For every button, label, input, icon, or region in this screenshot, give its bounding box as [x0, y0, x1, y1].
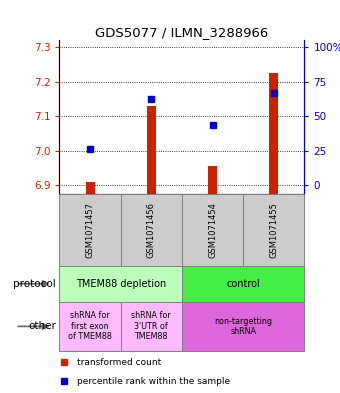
Bar [182, 302, 304, 351]
Bar [59, 302, 121, 351]
Text: other: other [28, 321, 56, 331]
Text: GSM1071456: GSM1071456 [147, 202, 156, 258]
Text: non-targetting
shRNA: non-targetting shRNA [214, 317, 272, 336]
Bar [243, 194, 304, 266]
Bar [269, 73, 278, 194]
Text: control: control [226, 279, 260, 289]
Bar [59, 194, 121, 266]
Text: percentile rank within the sample: percentile rank within the sample [76, 376, 230, 386]
Bar [59, 266, 182, 302]
Text: TMEM88 depletion: TMEM88 depletion [75, 279, 166, 289]
Bar [182, 194, 243, 266]
Text: GSM1071455: GSM1071455 [269, 202, 278, 258]
Text: protocol: protocol [13, 279, 56, 289]
Text: shRNA for
3'UTR of
TMEM88: shRNA for 3'UTR of TMEM88 [132, 312, 171, 341]
Text: transformed count: transformed count [76, 358, 161, 367]
Bar [121, 194, 182, 266]
Text: shRNA for
first exon
of TMEM88: shRNA for first exon of TMEM88 [68, 312, 112, 341]
Title: GDS5077 / ILMN_3288966: GDS5077 / ILMN_3288966 [95, 26, 269, 39]
Bar [121, 302, 182, 351]
Bar [208, 166, 217, 194]
Text: GSM1071457: GSM1071457 [86, 202, 95, 258]
Bar [182, 266, 304, 302]
Bar [147, 106, 156, 194]
Text: GSM1071454: GSM1071454 [208, 202, 217, 258]
Bar [85, 182, 95, 194]
